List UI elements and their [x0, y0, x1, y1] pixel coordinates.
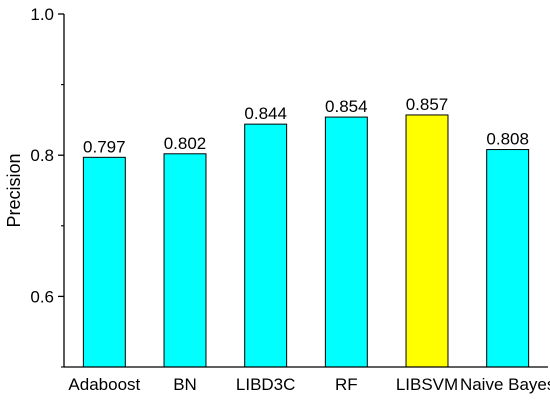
- x-tick-label-rf: RF: [335, 375, 358, 394]
- bar-adaboost: [82, 156, 126, 368]
- y-tick-label: 0.6: [30, 287, 54, 306]
- y-tick-label: 1.0: [30, 5, 54, 24]
- bar-bn: [163, 153, 207, 368]
- bar-naive-bayes: [486, 149, 530, 368]
- y-axis-title: Precision: [4, 153, 24, 227]
- bar-value-label-libsvm: 0.857: [406, 95, 449, 114]
- y-tick-label: 0.8: [30, 146, 54, 165]
- x-tick-label-bn: BN: [173, 375, 197, 394]
- bar-labels-layer: 0.797 0.802 0.844 0.854 0.857 0.808: [83, 95, 529, 156]
- x-tick-label-libsvm: LIBSVM: [396, 375, 458, 394]
- bar-rf: [324, 116, 368, 368]
- bar-value-label-adaboost: 0.797: [83, 137, 126, 156]
- bar-libsvm: [405, 114, 449, 368]
- bar-value-label-libd3c: 0.844: [244, 104, 287, 123]
- x-tick-labels: Adaboost BN LIBD3C RF LIBSVM Naive Bayes: [68, 375, 550, 394]
- bar-value-label-rf: 0.854: [325, 97, 368, 116]
- bars-layer: [82, 114, 530, 368]
- bar-value-label-naive-bayes: 0.808: [486, 130, 529, 149]
- x-tick-label-adaboost: Adaboost: [68, 375, 140, 394]
- bar-libd3c: [244, 123, 288, 368]
- axes-layer: [58, 13, 548, 368]
- y-tick-labels: 0.6 0.8 1.0: [30, 5, 54, 306]
- x-tick-label-naive-bayes: Naive Bayes: [460, 375, 550, 394]
- x-tick-label-libd3c: LIBD3C: [236, 375, 296, 394]
- bar-value-label-bn: 0.802: [164, 134, 207, 153]
